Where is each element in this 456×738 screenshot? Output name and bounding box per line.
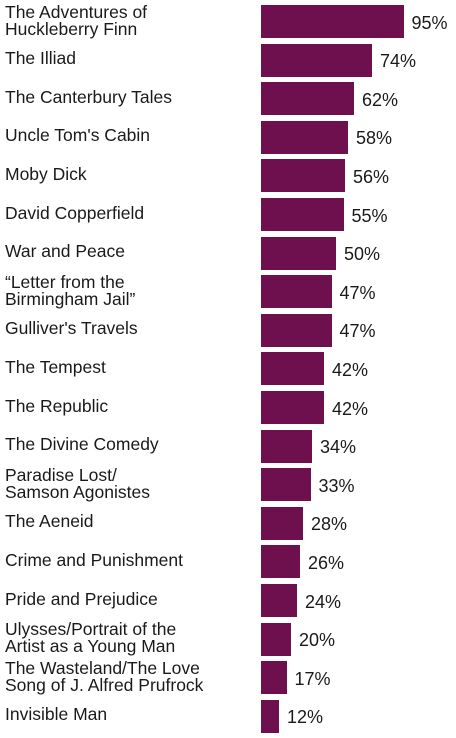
value-label: 26% [308, 552, 345, 573]
bar [261, 545, 300, 579]
category-label: Moby Dick [5, 163, 87, 184]
value-label: 47% [339, 282, 376, 303]
category-label: The Adventures of Huckleberry Finn [5, 1, 148, 39]
category-label: Paradise Lost/ Samson Agonistes [5, 464, 150, 502]
bar [261, 120, 348, 154]
value-label: 50% [344, 244, 381, 265]
bar [261, 699, 279, 733]
bar [261, 584, 297, 617]
category-label: The Divine Comedy [5, 434, 159, 455]
category-label: The Wasteland/The Love Song of J. Alfred… [5, 657, 204, 695]
value-label: 47% [339, 321, 376, 342]
bar [261, 506, 303, 540]
category-label: Ulysses/Portrait of the Artist as a Youn… [5, 619, 177, 657]
bar [261, 275, 332, 309]
value-label: 28% [311, 514, 348, 535]
category-label: Uncle Tom's Cabin [5, 125, 151, 146]
bar [261, 159, 345, 193]
bar [261, 5, 404, 38]
bar [261, 622, 291, 656]
value-label: 74% [380, 51, 417, 72]
category-label: War and Peace [5, 241, 125, 262]
bar [261, 661, 287, 695]
bar [261, 468, 311, 502]
category-label: “Letter from the Birmingham Jail” [5, 271, 136, 309]
value-label: 34% [320, 437, 357, 458]
category-label: The Republic [5, 395, 109, 416]
value-label: 55% [351, 205, 388, 226]
value-label: 20% [299, 630, 336, 651]
value-label: 17% [294, 668, 331, 689]
value-label: 56% [353, 166, 390, 187]
value-label: 12% [287, 707, 324, 728]
bar [261, 313, 332, 347]
category-label: The Tempest [5, 356, 106, 377]
bar [261, 391, 324, 424]
category-label: Pride and Prejudice [5, 588, 158, 609]
bar [261, 236, 336, 270]
bar [261, 43, 372, 77]
value-label: 42% [332, 398, 369, 419]
category-label: Crime and Punishment [5, 549, 183, 570]
value-label: 62% [362, 89, 399, 110]
value-label: 24% [305, 591, 342, 612]
bar [261, 429, 312, 463]
value-label: 33% [318, 475, 355, 496]
value-label: 95% [411, 12, 448, 33]
value-label: 58% [356, 128, 393, 149]
category-label: David Copperfield [5, 202, 145, 223]
value-label: 42% [332, 359, 369, 380]
bar [261, 352, 324, 386]
category-label: Gulliver's Travels [5, 318, 138, 339]
category-label: The Illiad [5, 48, 77, 69]
category-label: Invisible Man [5, 704, 108, 725]
bar [261, 82, 354, 116]
category-label: The Canterbury Tales [5, 86, 172, 107]
category-label: The Aeneid [5, 511, 94, 532]
bar [261, 198, 344, 231]
